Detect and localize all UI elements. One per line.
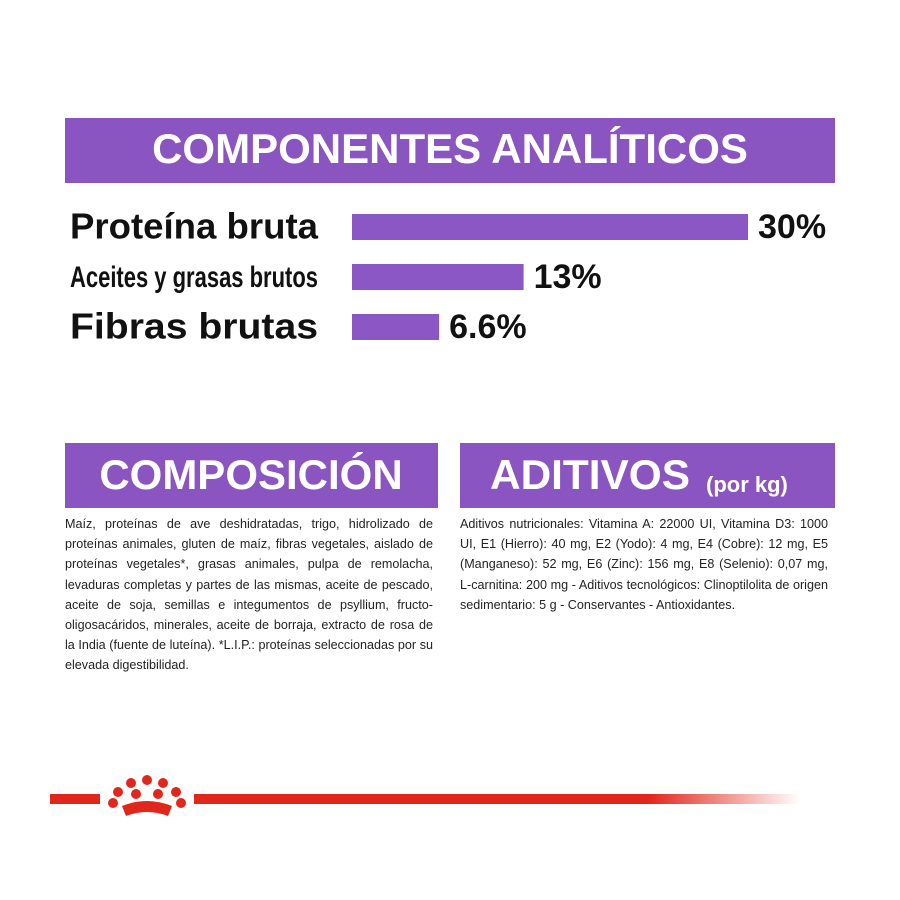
additives-text: Aditivos nutricionales: Vitamina A: 2200… (460, 517, 828, 612)
header-band (65, 118, 835, 183)
composition-text: Maíz, proteínas de ave deshidratadas, tr… (65, 517, 433, 673)
bar (352, 214, 748, 240)
value-label: 6.6% (449, 308, 527, 346)
additives-unit: (por kg) (706, 472, 788, 497)
bar (352, 264, 524, 290)
chart-title: COMPONENTES ANALÍTICOS (152, 125, 748, 172)
footer-line (50, 794, 100, 804)
category-label: Fibras brutas (70, 306, 318, 347)
composition-band (65, 443, 438, 508)
additives-band (460, 443, 835, 508)
value-label: 13% (534, 258, 602, 296)
additives-title: ADITIVOS (490, 451, 690, 498)
footer-line (194, 794, 800, 804)
category-label: Aceites y grasas brutos (70, 261, 318, 294)
value-label: 30% (758, 208, 826, 246)
composition-title: COMPOSICIÓN (99, 450, 402, 498)
category-label: Proteína bruta (70, 206, 319, 247)
bar (352, 314, 440, 340)
logo (108, 775, 186, 816)
